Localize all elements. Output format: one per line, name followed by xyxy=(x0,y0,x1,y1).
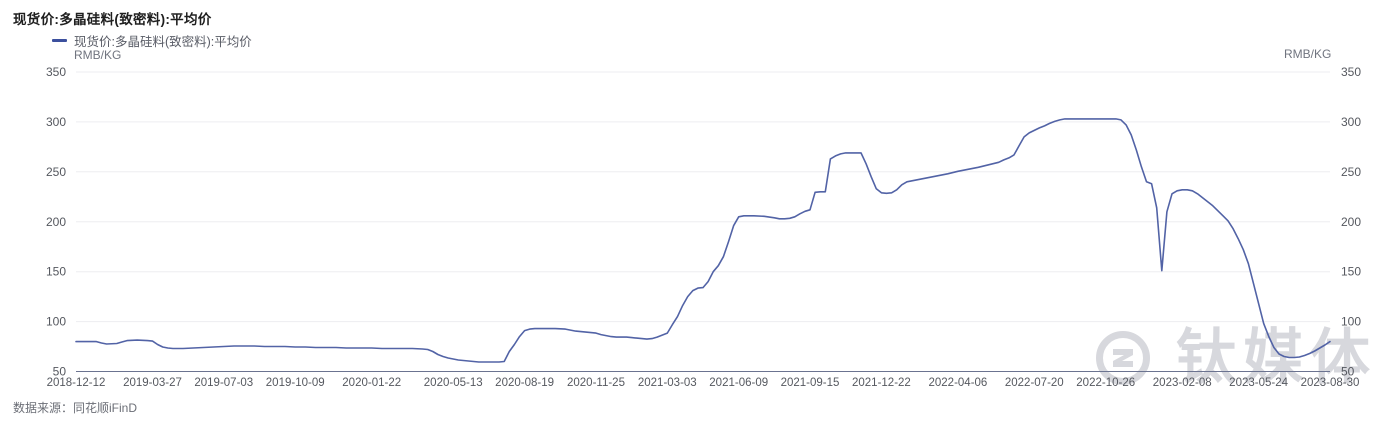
data-source: 数据来源：同花顺iFinD xyxy=(13,401,138,415)
x-axis-label: 2020-01-22 xyxy=(342,377,401,389)
x-axis-label: 2022-04-06 xyxy=(928,377,987,389)
x-axis-label: 2018-12-12 xyxy=(47,377,106,389)
y-axis-label-right: 150 xyxy=(1341,265,1361,279)
x-axis-label: 2023-02-08 xyxy=(1153,377,1212,389)
x-axis-label: 2022-07-20 xyxy=(1005,377,1064,389)
x-axis-label: 2019-07-03 xyxy=(194,377,253,389)
y-axis-label-left: 150 xyxy=(46,265,66,279)
x-axis-label: 2019-10-09 xyxy=(266,377,325,389)
x-axis-label: 2021-03-03 xyxy=(638,377,697,389)
y-axis-unit-left: RMB/KG xyxy=(74,48,122,62)
legend-label: 现货价:多晶硅料(致密料):平均价 xyxy=(74,35,252,49)
x-axis-label: 2021-12-22 xyxy=(852,377,911,389)
y-axis-label-left: 100 xyxy=(46,315,66,329)
legend-line-marker-icon xyxy=(52,39,67,42)
y-axis-label-right: 300 xyxy=(1341,115,1361,129)
x-axis-label: 2021-06-09 xyxy=(709,377,768,389)
y-axis-label-right: 200 xyxy=(1341,215,1361,229)
page-title: 现货价:多晶硅料(致密料):平均价 xyxy=(13,12,212,27)
x-axis-label: 2022-10-26 xyxy=(1076,377,1135,389)
y-axis-label-left: 250 xyxy=(46,165,66,179)
x-axis-label: 2020-11-25 xyxy=(567,377,625,389)
y-axis-label-right: 350 xyxy=(1341,65,1361,79)
y-axis-label-left: 350 xyxy=(46,65,66,79)
y-axis-label-right: 250 xyxy=(1341,165,1361,179)
x-axis-label: 2023-05-24 xyxy=(1229,377,1288,389)
x-axis-label: 2021-09-15 xyxy=(781,377,840,389)
y-axis-label-right: 100 xyxy=(1341,315,1361,329)
x-axis-label: 2023-08-30 xyxy=(1301,377,1360,389)
price-line-series xyxy=(75,118,1331,363)
x-axis-label: 2019-03-27 xyxy=(123,377,182,389)
y-axis-label-left: 200 xyxy=(46,215,66,229)
legend-item[interactable]: 现货价:多晶硅料(致密料):平均价 xyxy=(52,31,252,50)
x-axis-label: 2020-05-13 xyxy=(424,377,483,389)
y-axis-unit-right: RMB/KG xyxy=(1284,47,1332,61)
y-axis-label-right: 50 xyxy=(1341,365,1355,379)
y-axis-label-left: 300 xyxy=(46,115,66,129)
x-axis-label: 2020-08-19 xyxy=(495,377,554,389)
y-axis-label-left: 50 xyxy=(53,365,67,379)
